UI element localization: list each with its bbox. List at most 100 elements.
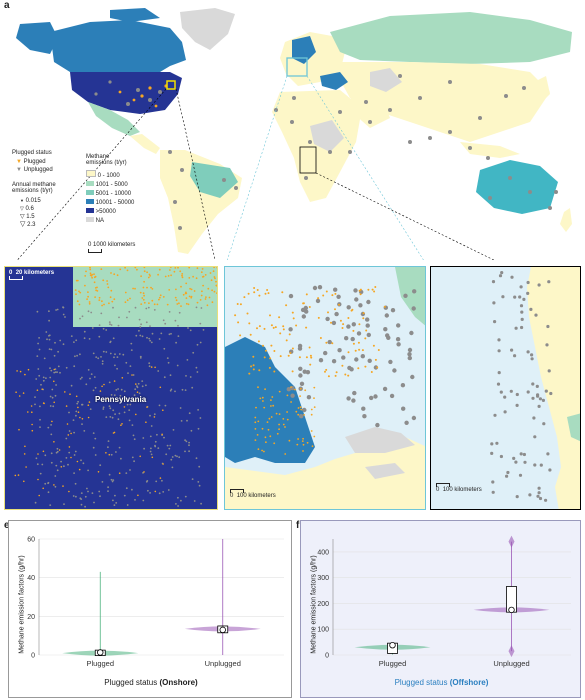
well-marker — [292, 317, 295, 320]
middle-east — [350, 94, 390, 128]
well-marker — [264, 388, 266, 391]
well-marker — [268, 366, 271, 369]
well-marker — [347, 374, 350, 377]
well-marker — [544, 389, 548, 393]
panel-e-xlabel-text: Plugged status — [104, 678, 158, 687]
panel-e-svg: 0 20 40 60 Plugged Unplugged — [27, 537, 284, 668]
well-marker — [509, 389, 513, 393]
well-marker — [497, 338, 501, 342]
well-marker — [304, 309, 309, 314]
well-marker — [327, 375, 330, 378]
well-marker — [174, 319, 177, 322]
well-marker — [276, 432, 279, 435]
well-marker — [150, 341, 153, 344]
well-marker — [132, 287, 134, 290]
well-marker — [282, 328, 285, 331]
asia-na — [370, 68, 402, 92]
well-marker — [126, 299, 129, 302]
well-marker — [191, 386, 194, 389]
well-marker — [100, 356, 102, 358]
violin-unplugged — [184, 539, 261, 655]
well-marker — [101, 300, 103, 303]
well-marker — [270, 416, 273, 418]
well-marker — [160, 332, 163, 335]
well-marker — [302, 437, 304, 440]
violin-plugged — [354, 642, 431, 655]
well-marker — [383, 305, 386, 308]
well-marker — [96, 290, 99, 292]
panel-d-land-class — [567, 413, 580, 442]
well-marker — [136, 391, 139, 393]
well-marker — [180, 285, 182, 288]
well-marker — [520, 317, 524, 321]
well-marker — [123, 494, 126, 497]
well-marker — [62, 485, 64, 487]
well-marker — [256, 434, 259, 436]
well-marker — [297, 413, 300, 416]
well-marker — [215, 284, 217, 287]
well-marker — [38, 337, 40, 339]
well-marker — [180, 305, 182, 307]
well-marker — [79, 353, 81, 356]
y-tick-label: 60 — [27, 537, 35, 544]
well-marker — [407, 355, 412, 361]
well-marker — [175, 299, 178, 302]
well-marker — [108, 405, 111, 408]
well-marker — [411, 306, 416, 311]
well-marker — [74, 482, 77, 485]
well-marker — [197, 409, 200, 411]
well-marker — [490, 451, 494, 455]
well-marker — [346, 396, 351, 401]
well-marker — [65, 437, 68, 440]
well-marker — [188, 277, 191, 279]
well-marker — [498, 274, 503, 278]
well-marker — [180, 420, 183, 422]
well-marker — [522, 297, 526, 301]
well-marker — [74, 289, 77, 291]
well-marker — [121, 377, 124, 379]
well-marker — [157, 447, 160, 449]
well-marker — [148, 302, 150, 305]
well-marker — [128, 409, 131, 411]
well-marker — [77, 411, 80, 413]
well-marker — [358, 323, 361, 326]
well-marker — [142, 286, 145, 289]
well-marker — [109, 296, 112, 299]
well-marker — [157, 273, 160, 276]
well-marker — [518, 295, 522, 299]
well-marker — [143, 267, 146, 269]
well-marker — [325, 316, 330, 322]
well-marker — [256, 289, 259, 291]
well-marker — [37, 478, 39, 481]
well-marker — [195, 306, 198, 309]
well-marker — [168, 447, 171, 450]
well-marker — [373, 290, 376, 293]
well-marker — [189, 329, 192, 332]
well-marker — [159, 296, 161, 299]
well-marker — [48, 348, 51, 350]
well-marker — [136, 385, 138, 387]
well-marker — [76, 300, 79, 303]
well-marker — [272, 404, 275, 407]
well-marker — [491, 490, 495, 494]
well-marker — [156, 303, 159, 306]
violin-plugged — [62, 571, 139, 657]
well-marker — [174, 390, 176, 393]
well-marker — [175, 341, 178, 344]
well-marker — [317, 297, 320, 300]
x-tick-label: Plugged — [379, 659, 407, 668]
well-marker — [236, 303, 239, 305]
well-marker — [248, 372, 251, 375]
well-marker — [75, 414, 77, 417]
well-marker — [72, 495, 75, 497]
well-marker — [42, 376, 45, 379]
well-marker — [282, 325, 285, 328]
well-marker — [257, 420, 260, 423]
well-marker — [80, 459, 82, 462]
well-marker — [82, 462, 85, 465]
legend-plugged-title: Plugged status — [12, 150, 52, 156]
panel-e-ylabel: Methane emission factors (g/hr) — [18, 555, 26, 654]
well-marker — [330, 321, 332, 324]
well-marker — [375, 422, 380, 428]
well-marker — [187, 303, 190, 306]
